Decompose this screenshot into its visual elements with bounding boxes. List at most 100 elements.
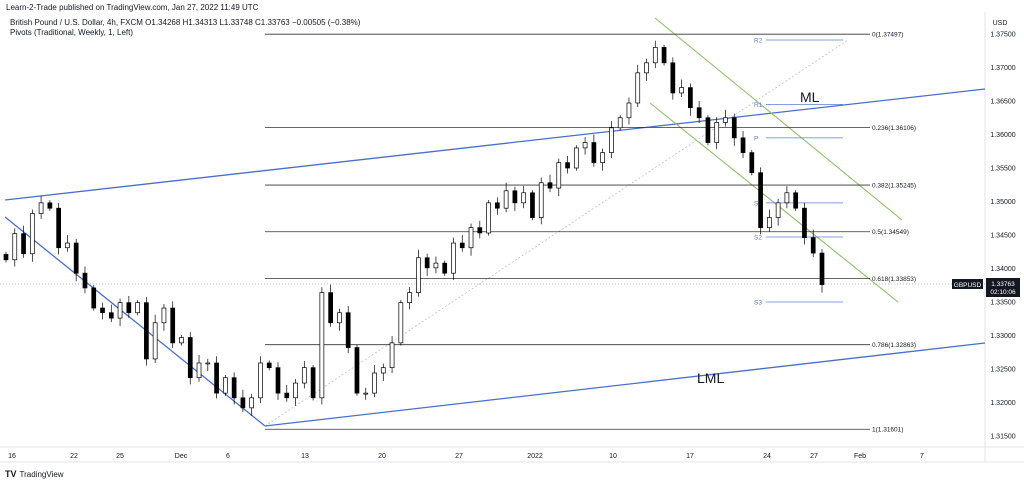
y-tick-label: 1.32000	[990, 400, 1015, 407]
candle-up	[600, 152, 605, 163]
publisher-line: Learn-2-Trade published on TradingView.c…	[6, 3, 259, 12]
candle-down	[231, 377, 237, 399]
candle-down	[547, 182, 553, 189]
candle-up	[486, 202, 491, 234]
y-tick-label: 1.36000	[990, 132, 1015, 139]
candle-up	[573, 147, 579, 169]
y-tick-label: 1.37500	[990, 32, 1015, 39]
x-tick-label: 27	[810, 453, 818, 460]
x-tick-label: Feb	[854, 453, 866, 460]
candle-down	[21, 233, 26, 255]
candle-down	[758, 172, 763, 228]
candle-down	[3, 254, 9, 261]
candle-down	[187, 337, 193, 379]
candle-up	[775, 202, 781, 218]
candle-up	[416, 257, 421, 293]
candle-down	[810, 237, 816, 254]
tradingview-footer[interactable]: TV TradingView	[5, 469, 64, 479]
candle-up	[38, 202, 44, 214]
pivot-label: S2	[754, 235, 762, 242]
drawings: 0(1.37497) 0.236(1.36106) 0.382(1.35245) 0.…	[0, 17, 986, 434]
candle-up	[714, 122, 720, 143]
pivot-label: R2	[754, 38, 763, 45]
y-tick-label: 1.35500	[990, 166, 1015, 173]
symbol-ohlc-line: British Pound / U.S. Dollar, 4h, FXCM O1…	[10, 18, 361, 27]
time-axis[interactable]: 16 22 25 Dec 6 13 20 27 2022 10 17 24 27 Feb 7	[8, 453, 924, 460]
candle-down	[661, 47, 667, 64]
x-tick-label: 16	[8, 453, 16, 460]
descending-trendline	[4, 216, 266, 427]
fib-level-label: 0.382(1.35245)	[872, 183, 916, 190]
fib-level-label: 0(1.37497)	[872, 32, 903, 39]
y-tick-label: 1.33500	[990, 300, 1015, 307]
y-tick-label: 1.32500	[990, 367, 1015, 374]
x-tick-label: 22	[70, 453, 78, 460]
x-tick-label: 25	[116, 453, 124, 460]
x-tick-label: 13	[301, 453, 309, 460]
candle-up	[319, 292, 325, 399]
chart-frame: USD	[0, 12, 1024, 463]
pivot-label: P	[754, 135, 758, 142]
candle-up	[609, 127, 614, 153]
candle-up	[223, 377, 228, 394]
symbol-tag-bg	[952, 279, 983, 289]
candle-down	[240, 397, 246, 409]
candle-down	[100, 307, 105, 314]
candle-up	[521, 192, 527, 204]
tradingview-brand: TradingView	[19, 469, 64, 479]
pivot-label: R1	[754, 102, 763, 109]
candle-down	[512, 190, 518, 204]
candle-down	[495, 202, 500, 209]
candle-up	[196, 362, 202, 379]
candle-up	[205, 362, 211, 365]
candle-down	[477, 227, 483, 234]
candle-down	[670, 62, 676, 94]
candle-down	[328, 292, 333, 324]
fib-trend-line	[264, 39, 849, 427]
x-tick-label: 17	[686, 453, 694, 460]
candle-down	[275, 367, 281, 394]
candle-up	[398, 302, 404, 344]
candle-down	[354, 347, 360, 394]
candle-up	[617, 117, 623, 129]
y-tick-label: 1.35000	[990, 199, 1015, 206]
candle-down	[688, 87, 693, 109]
x-tick-label: Dec	[175, 453, 188, 460]
candle-down	[266, 362, 272, 369]
candle-down	[819, 252, 825, 285]
price-tag: GBPUSD 1.33763 02:10:06	[952, 278, 1020, 297]
candle-down	[284, 392, 290, 399]
candle-down	[91, 287, 97, 309]
x-tick-label: 27	[455, 453, 463, 460]
candle-down	[170, 307, 176, 344]
current-price: 1.33763	[991, 281, 1015, 288]
candle-up	[152, 322, 158, 360]
symbol-tag: GBPUSD	[954, 282, 982, 289]
candle-up	[679, 87, 684, 94]
price-axis[interactable]: 1.37500 1.37000 1.36500 1.36000 1.35500 1.350…	[990, 32, 1015, 441]
fib-level-label: 0.618(1.33853)	[872, 276, 916, 283]
candle-down	[530, 192, 535, 218]
candles	[3, 40, 825, 416]
candle-up	[372, 372, 377, 394]
candle-up	[468, 227, 474, 249]
pivots-indicator-label[interactable]: Pivots (Traditional, Weekly, 1, Left)	[10, 28, 134, 37]
median-line	[4, 88, 986, 201]
candle-up	[433, 262, 439, 269]
price-tag-bg	[986, 278, 1020, 297]
pivot-label: S1	[754, 200, 762, 207]
candle-down	[56, 207, 61, 249]
candle-down	[793, 192, 799, 209]
candle-up	[538, 182, 544, 218]
candle-down	[108, 312, 114, 319]
candle-down	[442, 262, 448, 274]
candle-down	[591, 142, 597, 163]
candle-down	[731, 117, 737, 139]
candle-up	[363, 392, 369, 395]
candle-down	[345, 312, 351, 348]
x-tick-label: 6	[226, 453, 230, 460]
candle-down	[82, 272, 88, 289]
candle-down	[459, 242, 465, 249]
candle-down	[802, 207, 807, 239]
